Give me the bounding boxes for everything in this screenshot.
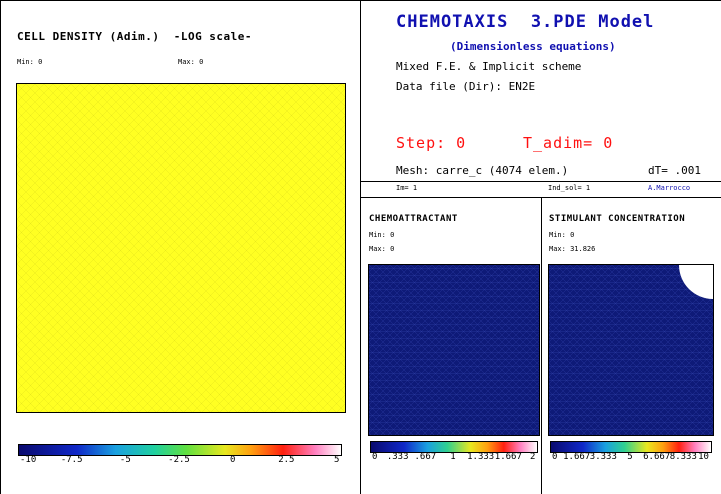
cell-density-min: Min: 0 [17, 58, 43, 66]
divider-right [541, 197, 542, 494]
colorbar-tick-label: 6.667 [643, 452, 671, 462]
cell-density-mesh [17, 84, 345, 412]
header-subtitle: (Dimensionless equations) [450, 40, 616, 53]
frame-top [0, 0, 721, 1]
author-label: A.Marrocco [648, 184, 691, 192]
colorbar-tick-label: .667 [414, 452, 437, 462]
divider-main [360, 0, 361, 494]
stimulant-mesh [549, 265, 713, 435]
stimulant-min: Min: 0 [549, 231, 575, 239]
cell-density-colorbar [18, 444, 342, 456]
stimulant-plot [548, 264, 714, 436]
mesh-info: Mesh: carre_c (4074 elem.) [396, 164, 569, 177]
stimulant-max: Max: 31.826 [549, 245, 596, 253]
colorbar-tick-label: 5 [334, 455, 340, 465]
colorbar-tick-label: 5 [627, 452, 633, 462]
divider-mesh [361, 181, 721, 182]
ind-sol-info: Ind_sol= 1 [548, 184, 591, 192]
colorbar-tick-label: 1 [450, 452, 456, 462]
colorbar-tick-label: -10 [20, 455, 37, 465]
chemoattractant-max: Max: 0 [369, 245, 395, 253]
t-adim-readout: T_adim= 0 [523, 134, 614, 152]
header-title: CHEMOTAXIS 3.PDE Model [396, 12, 655, 32]
colorbar-tick-label: 8.333 [669, 452, 697, 462]
frame-left [0, 0, 1, 494]
colorbar-tick-label: 0 [552, 452, 558, 462]
cell-density-title: CELL DENSITY (Adim.) -LOG scale- [17, 30, 253, 43]
colorbar-tick-label: 1.667 [563, 452, 591, 462]
colorbar-tick-label: -7.5 [60, 455, 83, 465]
stimulant-title: STIMULANT CONCENTRATION [549, 214, 686, 224]
chemoattractant-min: Min: 0 [369, 231, 395, 239]
chemoattractant-mesh [369, 265, 539, 435]
stimulant-colorbar [550, 441, 712, 453]
chemoattractant-plot [368, 264, 540, 436]
step-readout: Step: 0 [396, 134, 467, 152]
colorbar-tick-label: 0 [372, 452, 378, 462]
colorbar-tick-label: 1.667 [494, 452, 522, 462]
colorbar-tick-label: .333 [386, 452, 409, 462]
colorbar-tick-label: 2.5 [278, 455, 295, 465]
stimulant-source-region [679, 265, 713, 299]
chemoattractant-title: CHEMOATTRACTANT [369, 214, 458, 224]
cell-density-plot [16, 83, 346, 413]
colorbar-tick-label: -5 [119, 455, 131, 465]
colorbar-tick-label: 3.333 [589, 452, 617, 462]
header-datafile: Data file (Dir): EN2E [396, 80, 536, 93]
colorbar-tick-label: 0 [229, 455, 236, 465]
header-method: Mixed F.E. & Implicit scheme [396, 60, 582, 73]
chemoattractant-colorbar [370, 441, 538, 453]
dt-info: dT= .001 [648, 164, 701, 177]
colorbar-tick-label: 10 [698, 452, 709, 462]
colorbar-tick-label: -2.5 [168, 455, 190, 465]
im-info: Im= 1 [396, 184, 418, 192]
cell-density-max: Max: 0 [178, 58, 204, 66]
colorbar-tick-label: 1.333 [467, 452, 495, 462]
colorbar-tick-label: 2 [530, 452, 536, 462]
